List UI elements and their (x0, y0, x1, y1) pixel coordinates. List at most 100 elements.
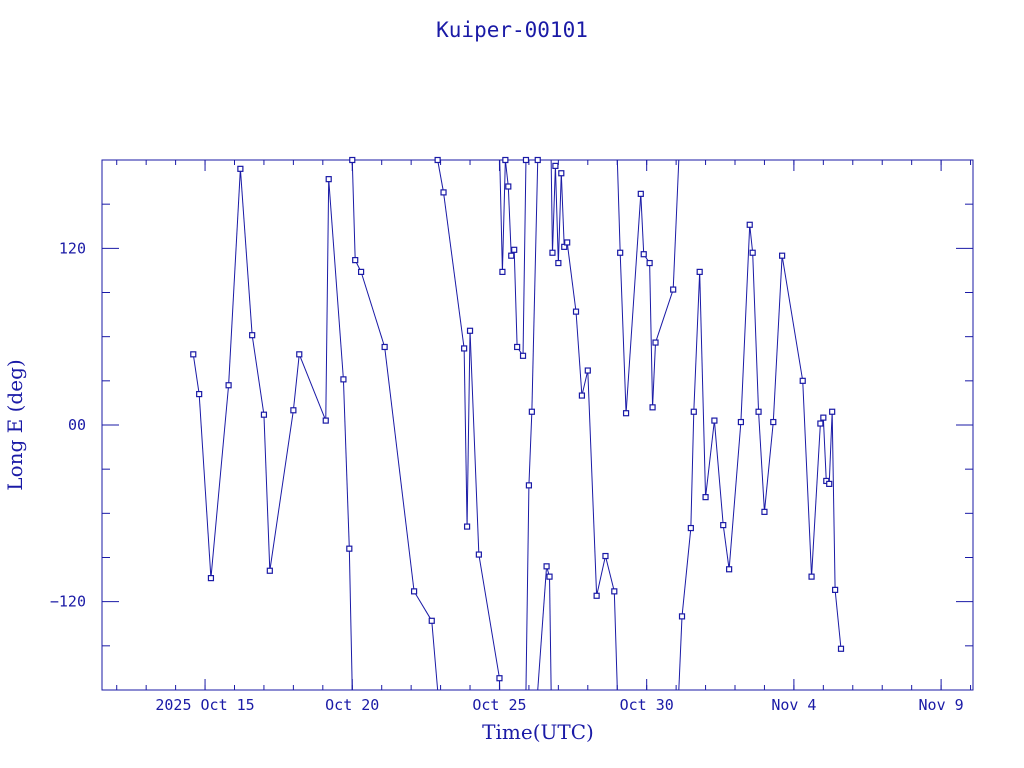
data-point (534, 156, 541, 164)
data-point (325, 176, 332, 183)
series-segment (537, 566, 548, 691)
data-point (549, 249, 556, 256)
series-segment (198, 394, 212, 579)
series-segment (613, 591, 618, 691)
series-segment (263, 414, 271, 571)
data-point (522, 156, 530, 164)
data-point (502, 156, 509, 164)
data-point (505, 183, 512, 190)
data-point (207, 575, 215, 582)
series-segment (528, 411, 533, 486)
series-segment (560, 173, 565, 247)
series-segment (360, 271, 386, 348)
series-segment (239, 168, 253, 336)
data-series (190, 156, 845, 691)
series-segment (705, 420, 715, 498)
series-segment (652, 342, 657, 408)
data-point (237, 165, 244, 172)
series-segment (655, 289, 674, 343)
data-point (837, 645, 845, 652)
series-segment (581, 370, 589, 396)
data-point (525, 482, 533, 489)
data-point (352, 257, 359, 264)
data-point (249, 332, 256, 339)
series-segment (834, 589, 842, 649)
data-point (593, 592, 600, 599)
data-point (466, 327, 474, 334)
series-segment (672, 159, 680, 290)
data-point (749, 249, 756, 256)
data-point (514, 343, 521, 351)
data-point (190, 351, 197, 358)
data-point (266, 567, 273, 574)
series-segment (269, 410, 294, 571)
data-point (678, 613, 686, 620)
y-tick-label: 00 (68, 416, 86, 434)
series-segment (525, 485, 530, 691)
series-segment (328, 179, 344, 380)
data-point (817, 420, 824, 427)
data-point (463, 523, 471, 530)
series-segment (575, 311, 583, 396)
series-segment (752, 252, 760, 412)
series-segment (693, 271, 701, 412)
x-tick-label: Nov 4 (771, 696, 816, 714)
x-axis-title: Time(UTC) (482, 720, 594, 744)
series-segment (292, 354, 300, 411)
series-segment (713, 420, 724, 526)
x-tick-label: Oct 30 (620, 696, 674, 714)
series-segment (828, 411, 833, 484)
data-point (584, 367, 591, 374)
series-segment (740, 224, 751, 423)
data-point (461, 345, 468, 352)
data-point (687, 524, 694, 532)
data-point (496, 675, 503, 682)
series-segment (681, 528, 692, 617)
series-segment (531, 159, 539, 412)
tick-labels: 2025 Oct 15 Oct 20 Oct 25 Oct 30 Nov 4 Nov 9 1… (50, 239, 964, 714)
data-point (260, 411, 268, 418)
data-point (564, 239, 571, 246)
series-segment (228, 168, 241, 386)
data-point (349, 156, 356, 164)
series-segment (507, 186, 512, 256)
axis-ticks (102, 160, 973, 690)
series-segment (554, 165, 559, 264)
data-point (602, 552, 609, 560)
data-point (543, 563, 550, 570)
series-segment (298, 354, 327, 421)
data-point (225, 382, 232, 389)
data-point (617, 249, 624, 256)
data-point (720, 522, 727, 529)
series-segment (619, 252, 627, 414)
series-segment (758, 411, 765, 512)
data-point (519, 352, 527, 359)
x-tick-label: Nov 9 (919, 696, 964, 714)
data-point (340, 376, 347, 383)
series-segment (722, 525, 730, 570)
data-point (622, 410, 630, 417)
data-point (649, 404, 656, 411)
series-segment (649, 263, 654, 408)
data-point (637, 190, 644, 197)
x-tick-label: Oct 20 (325, 696, 379, 714)
series-segment (822, 417, 827, 481)
data-point (546, 573, 553, 580)
data-point (832, 586, 839, 593)
series-segment (251, 335, 265, 415)
series-segment (348, 548, 353, 691)
series-segment (763, 422, 774, 512)
x-tick-label: 2025 Oct 15 (155, 696, 254, 714)
chart-title: Kuiper-00101 (436, 18, 588, 42)
series-segment (550, 159, 553, 253)
series-segment (831, 411, 836, 590)
data-point (475, 551, 482, 558)
series-segment (690, 411, 695, 529)
data-point (555, 259, 562, 267)
data-point (511, 246, 518, 253)
series-segment (413, 591, 433, 622)
series-segment (469, 330, 480, 555)
data-point (558, 170, 565, 177)
data-point (428, 617, 435, 624)
